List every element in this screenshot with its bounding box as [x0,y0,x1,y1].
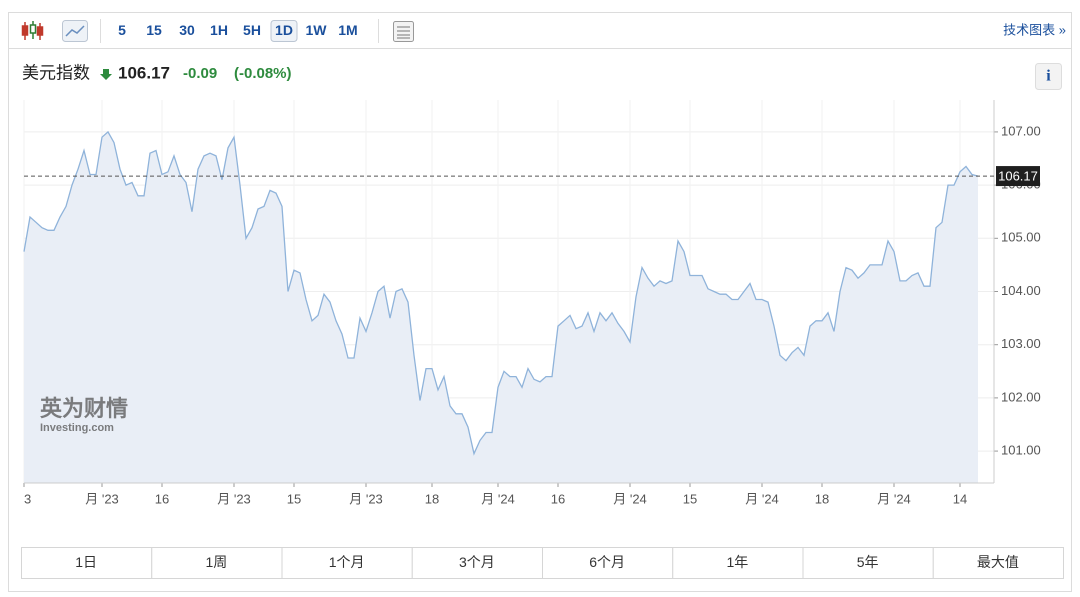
price: 106.17 [118,63,170,82]
watermark-site: Investing.com [40,422,114,434]
interval-button[interactable]: 30 [179,22,195,38]
plot-area: 101.00102.00103.00104.00105.00106.00107.… [23,100,1041,506]
x-tick-label: 月 '23 [85,491,119,506]
area-fill [24,131,978,483]
range-label[interactable]: 5年 [857,554,879,570]
interval-button[interactable]: 1H [210,22,228,38]
range-label[interactable]: 1周 [205,554,227,570]
last-price-label: 106.17 [998,169,1038,184]
info-label[interactable]: i [1046,68,1051,85]
x-tick-label: 14 [953,491,967,506]
down-arrow [100,69,112,80]
x-tick-label: 月 '23 [349,491,383,506]
range-label[interactable]: 1日 [75,554,97,570]
y-tick-label: 104.00 [1001,283,1041,298]
x-tick-label: 月 '24 [481,491,515,506]
interval-button[interactable]: 1D [275,22,293,38]
x-tick-label: 18 [815,491,829,506]
technical-chart-link[interactable]: 技术图表 » [1003,22,1066,37]
candle-icon[interactable] [21,21,44,40]
range-button[interactable] [672,547,804,579]
range-button[interactable] [151,547,283,579]
range-label[interactable]: 1年 [726,554,748,570]
interval-button[interactable]: 1M [338,22,357,38]
x-tick-label: 3 [24,491,31,506]
range-label[interactable]: 6个月 [589,554,625,570]
y-tick-label: 102.00 [1001,389,1041,404]
price-line [23,130,979,456]
interval-button[interactable]: 5H [243,22,261,38]
y-tick-label: 107.00 [1001,123,1041,138]
range-label[interactable]: 最大值 [977,554,1019,570]
last-price-tag [996,166,1040,187]
y-tick-label: 101.00 [1001,443,1041,458]
interval-button[interactable]: 15 [146,22,162,38]
range-button[interactable] [932,547,1064,579]
range-label[interactable]: 3个月 [459,554,495,570]
x-tick-label: 月 '24 [877,491,911,506]
info-button[interactable] [1035,63,1062,90]
interval-button[interactable]: 1W [306,22,328,38]
interval-group: 5 15 30 1H 5H 1D 1W 1M [118,20,358,42]
x-tick-label: 16 [551,491,565,506]
change: -0.09 [183,65,217,82]
table-icon[interactable] [393,21,414,42]
range-button[interactable] [281,547,413,579]
interval-button[interactable]: 5 [118,22,126,38]
y-tick-label: 103.00 [1001,336,1041,351]
line-icon[interactable] [62,20,88,42]
watermark-brand: 英为财情 [40,396,128,421]
interval-active [270,20,298,42]
y-tick-label: 105.00 [1001,230,1041,245]
x-tick-label: 16 [155,491,169,506]
x-tick-label: 15 [683,491,697,506]
instrument-name: 美元指数 [22,63,90,82]
x-tick-label: 月 '24 [745,491,779,506]
x-tick-label: 15 [287,491,301,506]
range-button[interactable] [21,547,153,579]
range-group: 1日 1周 1个月 3个月 6个月 1年 5年 最大值 [21,547,1064,579]
x-tick-label: 18 [425,491,439,506]
range-label[interactable]: 1个月 [329,554,365,570]
x-tick-label: 月 '23 [217,491,251,506]
x-tick-label: 月 '24 [613,491,647,506]
change-percent: (-0.08%) [234,65,292,82]
